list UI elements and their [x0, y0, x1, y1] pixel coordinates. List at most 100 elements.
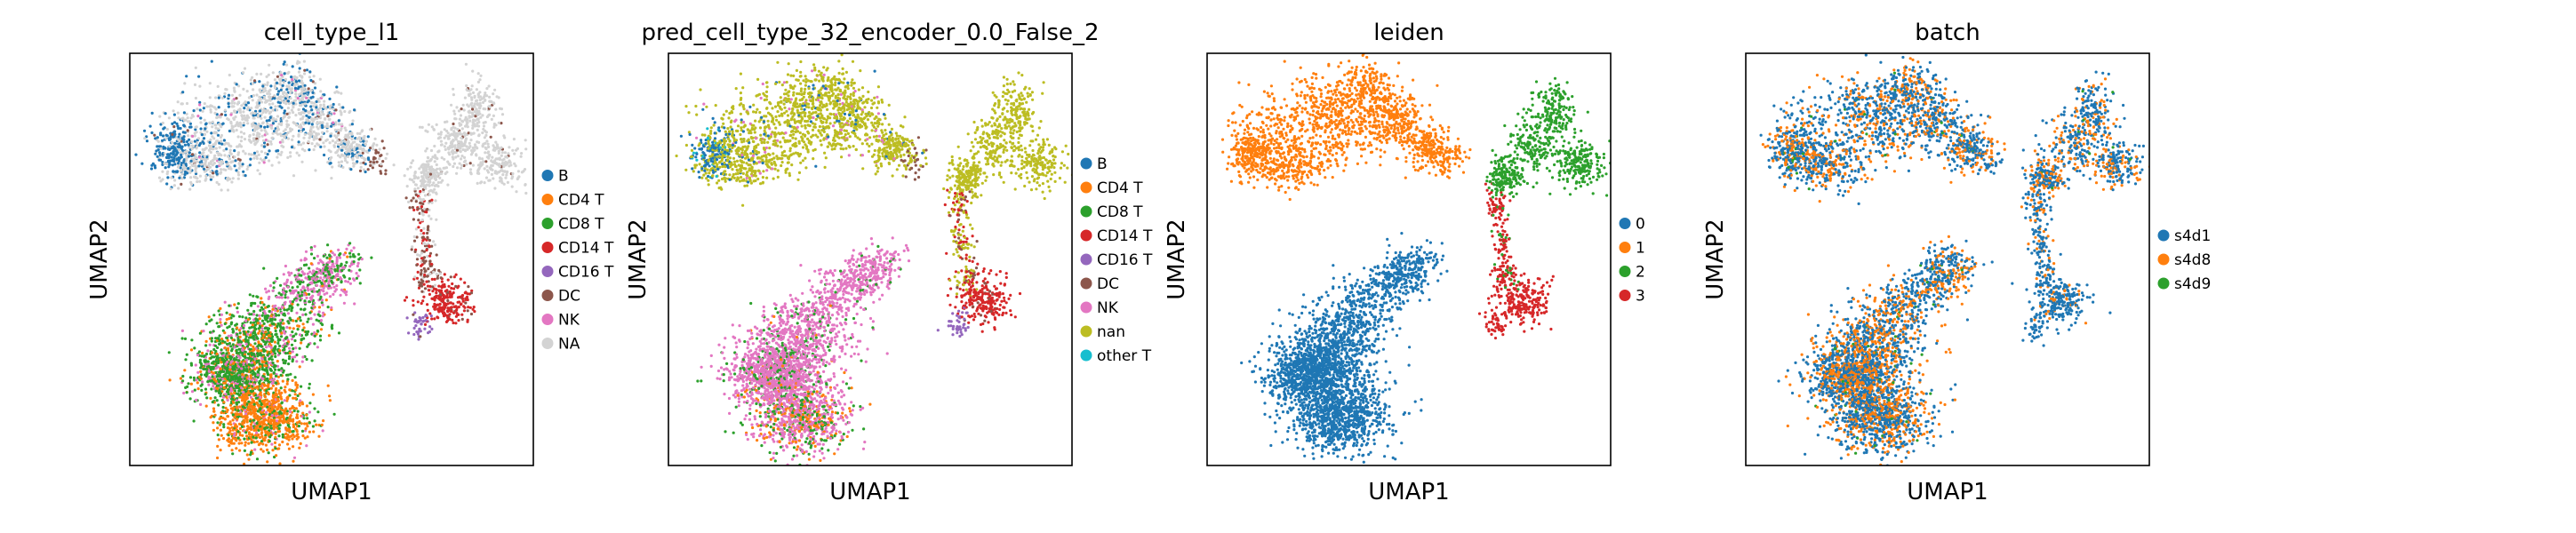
cell-point	[413, 187, 416, 190]
cell-point	[305, 297, 308, 299]
cell-point	[304, 122, 307, 124]
cell-point	[307, 273, 309, 275]
cell-point	[330, 150, 332, 153]
cell-point	[300, 386, 302, 388]
cell-point	[467, 298, 469, 301]
cell-point	[177, 112, 180, 115]
cell-point	[186, 354, 188, 356]
cell-point	[276, 155, 278, 158]
cell-point	[235, 447, 237, 449]
cell-point	[293, 457, 296, 459]
cell-point	[284, 78, 287, 81]
cell-point	[248, 433, 251, 435]
cell-point	[287, 362, 290, 365]
cell-point	[287, 424, 290, 426]
cell-point	[329, 107, 332, 109]
cell-point	[505, 173, 508, 176]
cell-point	[351, 138, 354, 140]
cell-point	[300, 290, 303, 293]
cell-point	[473, 310, 476, 313]
cell-point	[263, 384, 266, 386]
cell-point	[328, 254, 331, 257]
cell-point	[261, 442, 264, 445]
cell-point	[256, 296, 259, 298]
cell-point	[260, 98, 262, 100]
cell-point	[247, 353, 250, 355]
cell-point	[282, 92, 284, 95]
cell-point	[228, 94, 230, 97]
cell-point	[243, 122, 245, 124]
cell-point	[447, 151, 450, 154]
cell-point	[259, 309, 261, 312]
cell-point	[426, 255, 428, 258]
cell-point	[272, 71, 275, 74]
cell-point	[332, 122, 334, 124]
cell-point	[339, 257, 341, 259]
cell-point	[296, 438, 299, 441]
cell-point	[280, 74, 283, 76]
cell-point	[418, 287, 420, 290]
cell-point	[189, 176, 192, 179]
cell-point	[186, 171, 188, 174]
cell-point	[308, 122, 310, 124]
cell-point	[478, 157, 481, 160]
cell-point	[482, 160, 484, 163]
cell-point	[295, 80, 298, 83]
cell-point	[434, 278, 436, 281]
cell-point	[274, 442, 276, 444]
cell-point	[291, 344, 293, 346]
cell-point	[311, 142, 314, 145]
cell-point	[476, 88, 478, 91]
cell-point	[426, 131, 428, 133]
cell-point	[275, 454, 277, 457]
cell-point	[465, 163, 468, 165]
cell-point	[233, 87, 236, 90]
cell-point	[321, 424, 324, 426]
cell-point	[316, 284, 318, 287]
cell-point	[266, 123, 268, 125]
cell-point	[308, 70, 311, 73]
cell-point	[425, 168, 428, 171]
cell-point	[289, 130, 292, 132]
cell-point	[348, 277, 351, 280]
cell-point	[374, 152, 377, 155]
cell-point	[252, 419, 255, 422]
cell-point	[196, 115, 199, 117]
cell-point	[506, 171, 508, 174]
cell-point	[287, 107, 290, 109]
cell-point	[300, 341, 302, 344]
cell-point	[484, 99, 486, 101]
cell-point	[303, 422, 306, 425]
cell-point	[228, 130, 231, 132]
cell-point	[412, 314, 414, 316]
cell-point	[425, 281, 428, 283]
cell-point	[250, 411, 252, 414]
cell-point	[285, 396, 288, 399]
cell-point	[209, 139, 212, 141]
cell-point	[242, 163, 244, 165]
cell-point	[483, 124, 485, 127]
cell-point	[257, 373, 260, 376]
cell-point	[376, 161, 379, 163]
cell-point	[300, 442, 302, 445]
cell-point	[256, 150, 259, 153]
cell-point	[210, 387, 212, 390]
cell-point	[267, 386, 269, 388]
cell-point	[449, 306, 452, 309]
cell-point	[168, 145, 171, 147]
cell-point	[240, 114, 243, 116]
scatter-points	[134, 49, 536, 482]
cell-point	[307, 283, 309, 286]
cell-point	[345, 248, 348, 251]
cell-point	[332, 293, 334, 296]
cell-point	[319, 107, 322, 109]
cell-point	[418, 196, 420, 199]
cell-point	[343, 253, 346, 256]
cell-point	[183, 369, 186, 371]
cell-point	[455, 315, 458, 318]
cell-point	[322, 314, 324, 317]
cell-point	[484, 142, 486, 145]
cell-point	[173, 179, 176, 181]
cell-point	[426, 147, 428, 150]
cell-point	[294, 393, 297, 395]
